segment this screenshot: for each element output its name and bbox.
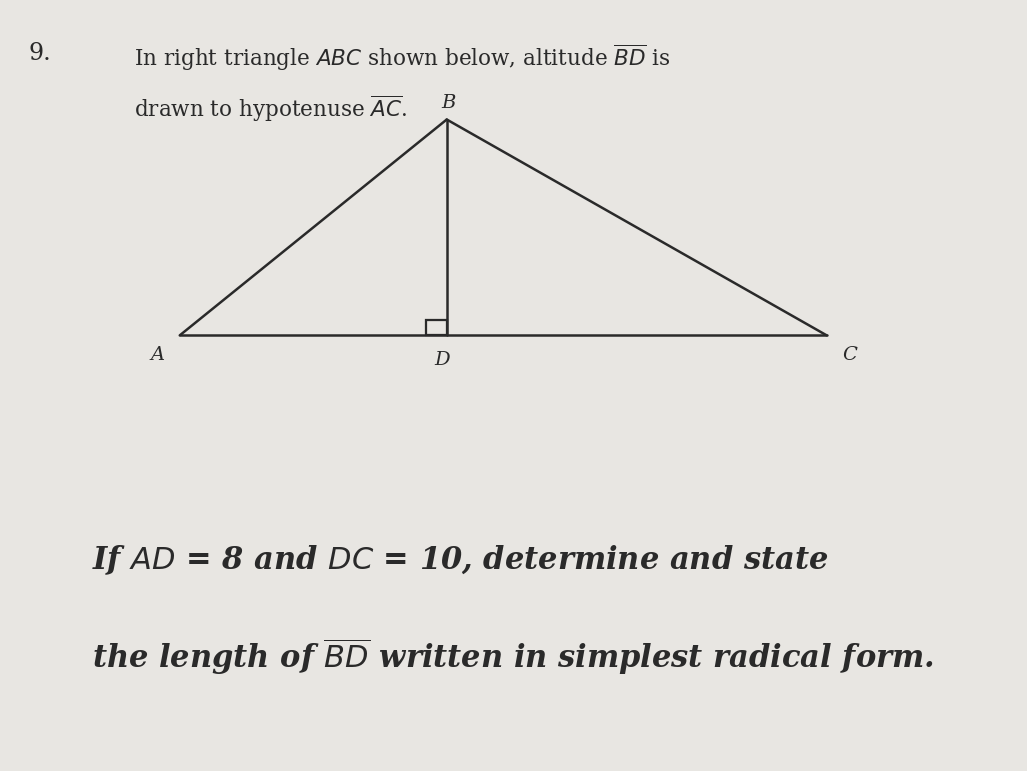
Text: In right triangle $\mathit{ABC}$ shown below, altitude $\overline{BD}$ is: In right triangle $\mathit{ABC}$ shown b… [134, 42, 671, 72]
Text: D: D [433, 351, 450, 369]
Text: C: C [842, 345, 857, 364]
Text: 9.: 9. [29, 42, 51, 66]
Text: A: A [150, 345, 164, 364]
Text: B: B [442, 93, 456, 112]
Text: the length of $\overline{BD}$ written in simplest radical form.: the length of $\overline{BD}$ written in… [92, 636, 935, 677]
Bar [426, 320, 447, 335]
Text: drawn to hypotenuse $\overline{AC}$.: drawn to hypotenuse $\overline{AC}$. [134, 94, 407, 124]
Text: If $\mathit{AD}$ = 8 and $\mathit{DC}$ = 10, determine and state: If $\mathit{AD}$ = 8 and $\mathit{DC}$ =… [92, 544, 829, 577]
